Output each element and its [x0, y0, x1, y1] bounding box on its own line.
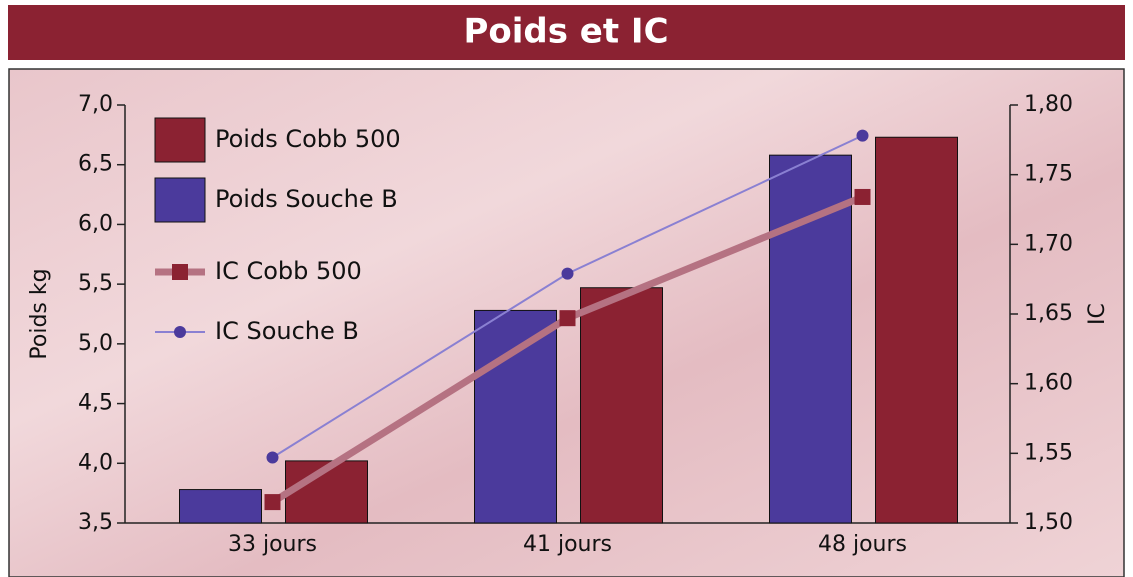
y2-axis-label: IC	[1085, 303, 1110, 325]
y-tick-label: 6,5	[78, 152, 113, 177]
bar	[180, 490, 262, 523]
marker	[562, 268, 574, 280]
legend-swatch	[155, 178, 205, 222]
y2-tick-label: 1,70	[1024, 231, 1073, 256]
chart: Poids et IC Poids kg IC 3,5 4,0 4,5 5,0 5,5 6…	[0, 0, 1133, 577]
bar	[475, 310, 557, 523]
y2-tick-label: 1,80	[1024, 92, 1073, 117]
marker	[267, 452, 279, 464]
marker	[265, 494, 281, 510]
y2-tick-label: 1,50	[1024, 510, 1073, 535]
legend-label: IC Cobb 500	[215, 257, 362, 285]
marker	[560, 310, 576, 326]
x-tick-label: 33 jours	[228, 532, 317, 557]
legend-marker	[172, 264, 188, 280]
y-tick-label: 6,0	[78, 211, 113, 236]
y-tick-label: 5,5	[78, 271, 113, 296]
y-tick-label: 7,0	[78, 92, 113, 117]
x-tick-label: 48 jours	[818, 532, 907, 557]
chart-title: Poids et IC	[463, 12, 668, 52]
legend-swatch	[155, 118, 205, 162]
legend-label: Poids Cobb 500	[215, 125, 401, 153]
marker	[857, 130, 869, 142]
marker	[855, 189, 871, 205]
y-tick-label: 4,5	[78, 391, 113, 416]
y-tick-label: 4,0	[78, 450, 113, 475]
y-axis-label: Poids kg	[27, 268, 52, 359]
x-tick-label: 41 jours	[523, 532, 612, 557]
y2-tick-label: 1,65	[1024, 301, 1073, 326]
legend-marker	[174, 326, 186, 338]
bar	[770, 155, 852, 523]
y-tick-label: 3,5	[78, 510, 113, 535]
bar	[876, 137, 958, 523]
y2-tick-label: 1,55	[1024, 440, 1073, 465]
y2-tick-label: 1,60	[1024, 371, 1073, 396]
y2-tick-label: 1,75	[1024, 162, 1073, 187]
legend-label: IC Souche B	[215, 317, 359, 345]
bar	[581, 288, 663, 523]
page: {"chart_data": {"type": "bar", "title": …	[0, 0, 1133, 577]
legend-label: Poids Souche B	[215, 185, 398, 213]
y-tick-label: 5,0	[78, 331, 113, 356]
